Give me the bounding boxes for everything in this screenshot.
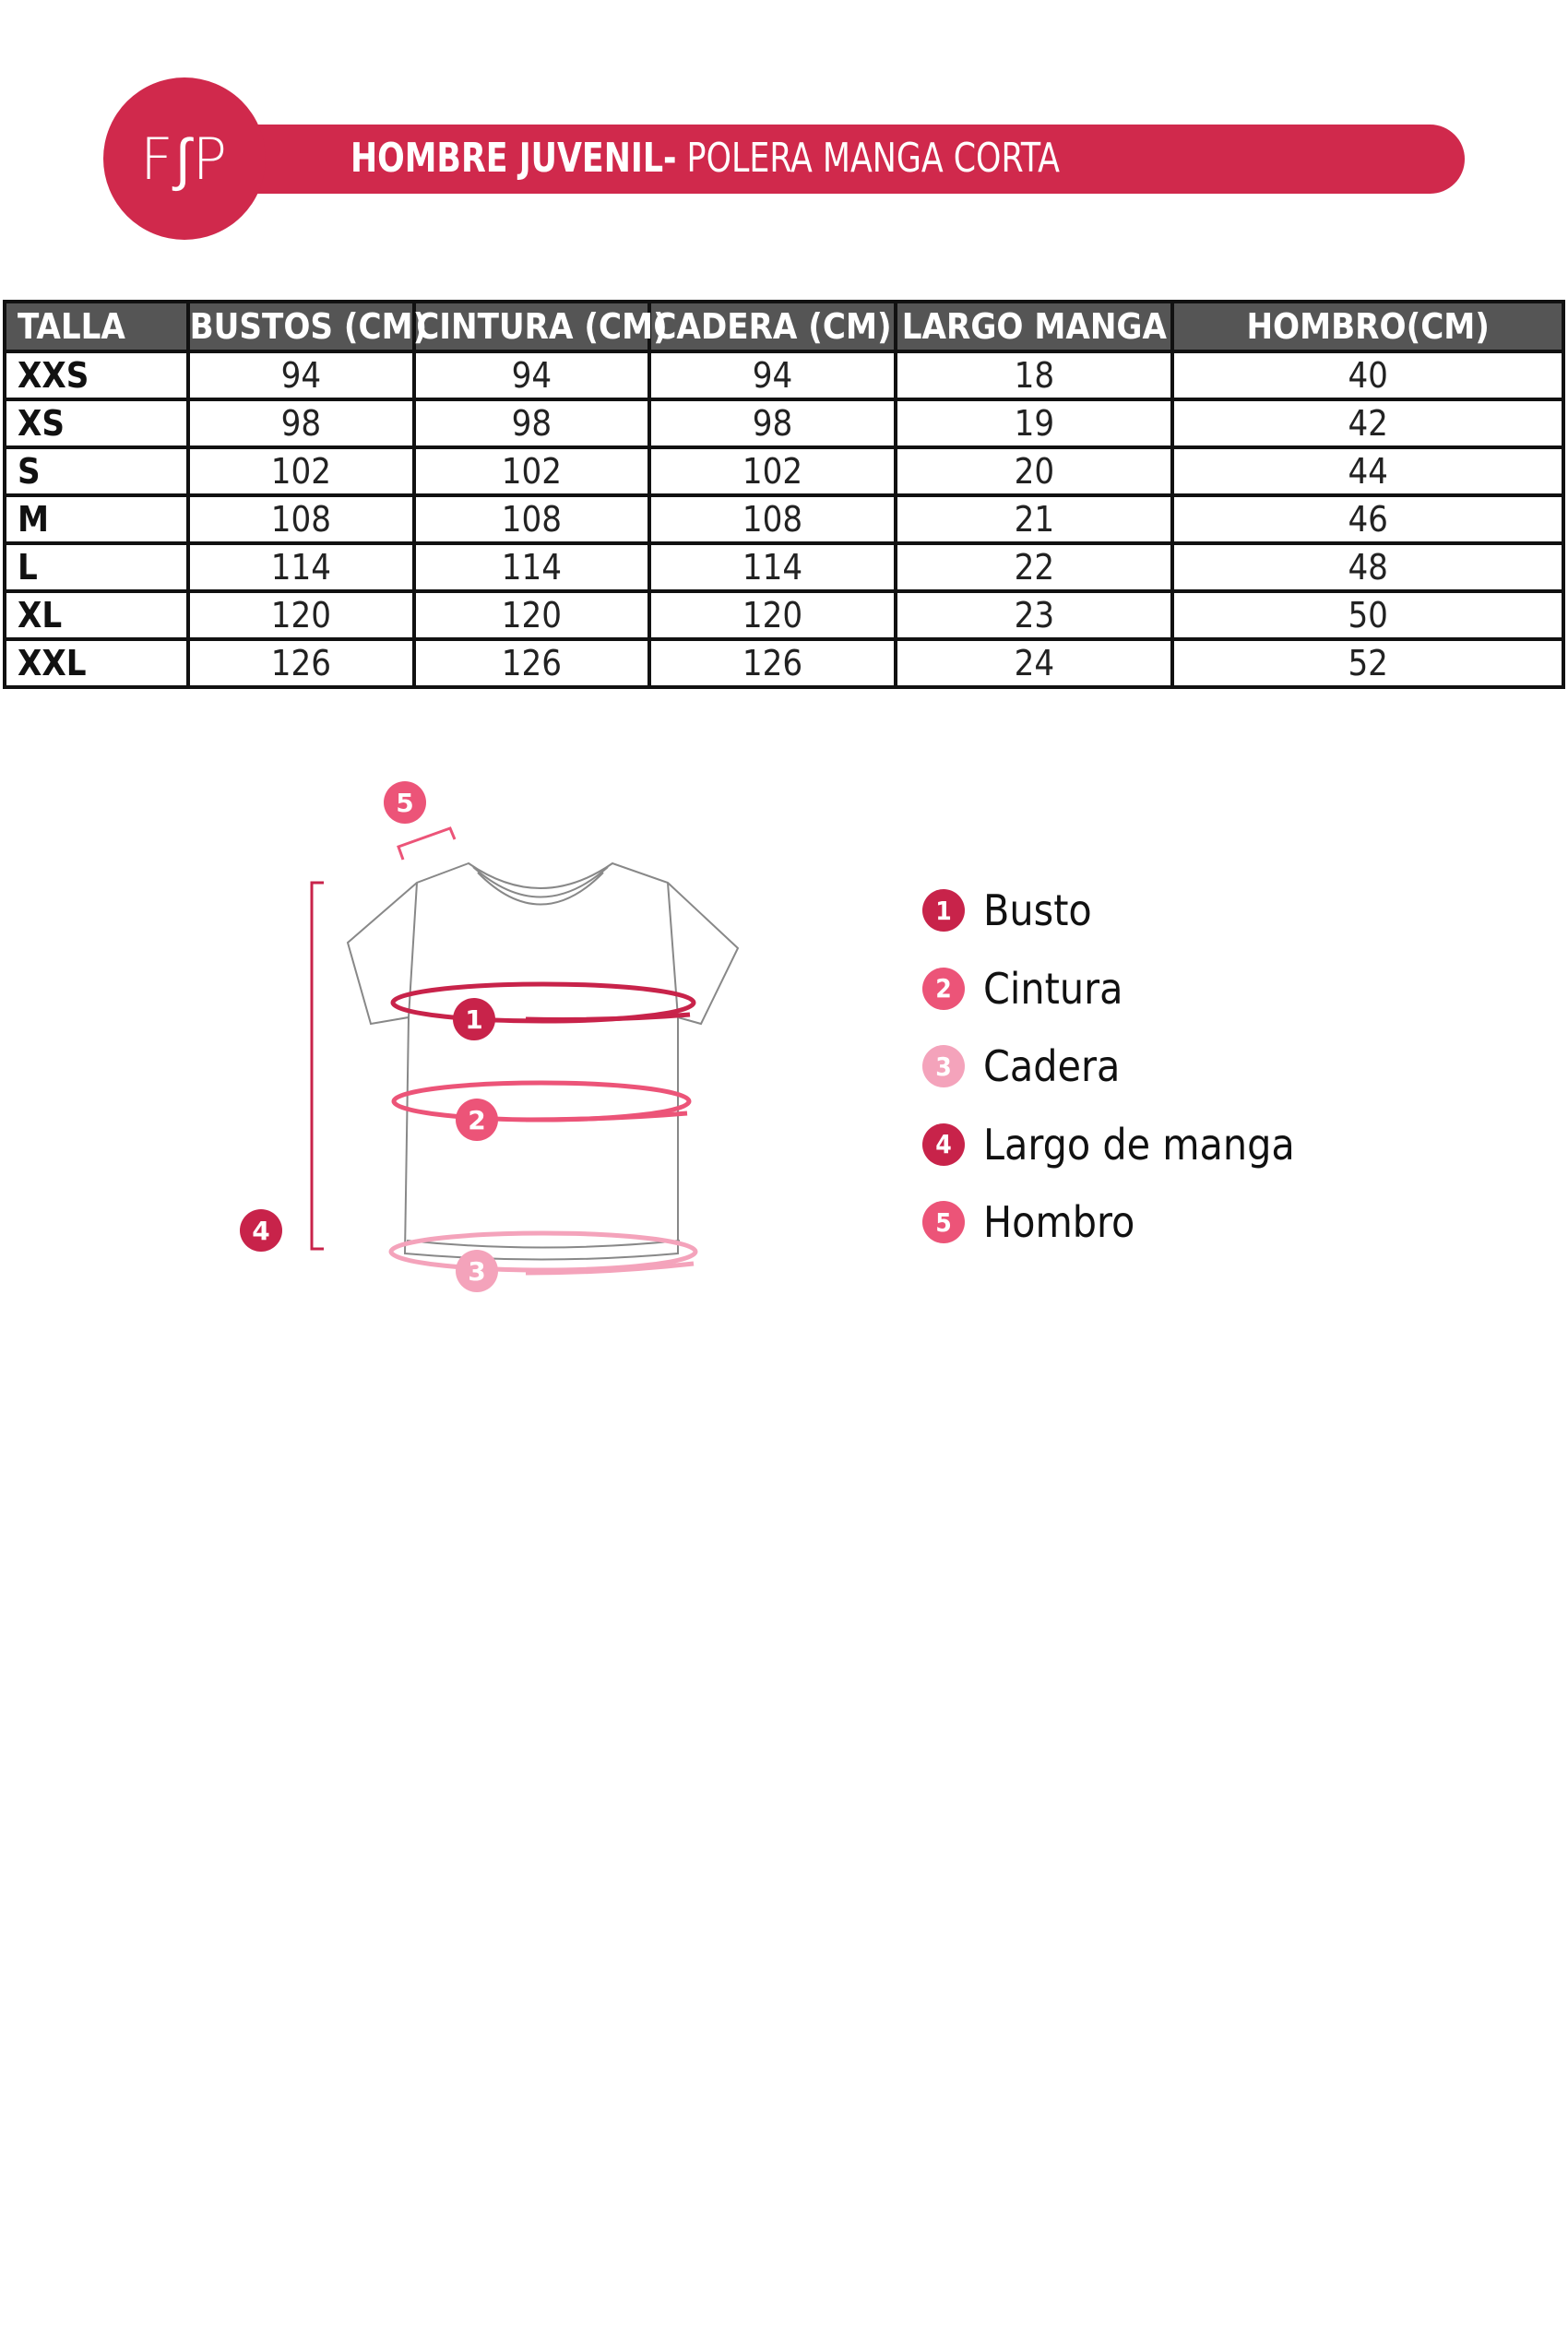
title-light: POLERA MANGA CORTA: [676, 135, 1060, 182]
diagram-badge-number: 1: [465, 1004, 482, 1035]
length-bracket: [310, 881, 324, 1251]
size-label: L: [3, 541, 190, 593]
measurement-cell: 98: [647, 398, 898, 449]
table-row: S 102 102 102 20 44: [3, 445, 1565, 497]
measurement-cell: 20: [894, 445, 1175, 497]
measurement-cell: 44: [1170, 445, 1565, 497]
table-row: XXL 126 126 126 24 52: [3, 637, 1565, 689]
diagram-badge-number: 5: [396, 788, 413, 818]
hip-ring: [388, 1230, 698, 1273]
size-label: M: [3, 493, 190, 545]
number-badge-icon: 3: [922, 1045, 965, 1088]
measurement-cell: 114: [185, 541, 417, 593]
legend-label: Cintura: [983, 963, 1123, 1014]
measurement-cell: 23: [894, 589, 1175, 641]
legend-label: Hombro: [983, 1197, 1135, 1248]
size-table: TALLA BUSTOS (CM) CINTURA (CM) CADERA (CM) L…: [3, 300, 1565, 689]
legend-item: 3 Cadera: [922, 1028, 1295, 1106]
column-header: HOMBRO(CM): [1170, 300, 1565, 353]
table-row: XL 120 120 120 23 50: [3, 589, 1565, 641]
measurement-legend: 1 Busto 2 Cintura 3 Cadera 4 Largo de manga 5 Hom…: [922, 872, 1295, 1262]
measurement-cell: 102: [647, 445, 898, 497]
diagram-badge-number: 3: [468, 1256, 485, 1287]
size-label: S: [3, 445, 190, 497]
size-label: XXS: [3, 350, 190, 401]
table-row: L 114 114 114 22 48: [3, 541, 1565, 593]
measurement-cell: 94: [185, 350, 417, 401]
measurement-cell: 21: [894, 493, 1175, 545]
measurement-cell: 18: [894, 350, 1175, 401]
bust-arrow: [525, 1012, 691, 1022]
measurement-cell: 120: [412, 589, 651, 641]
column-header: CADERA (CM): [647, 300, 898, 353]
measurement-cell: 102: [412, 445, 651, 497]
table-header-row: TALLA BUSTOS (CM) CINTURA (CM) CADERA (CM) L…: [3, 300, 1565, 353]
measurement-cell: 98: [185, 398, 417, 449]
diagram-badge-5: [384, 781, 426, 824]
measurement-cell: 40: [1170, 350, 1565, 401]
size-label: XL: [3, 589, 190, 641]
legend-item: 1 Busto: [922, 872, 1295, 950]
measurement-cell: 50: [1170, 589, 1565, 641]
measurement-cell: 126: [185, 637, 417, 689]
brand-logo: F∫P: [103, 77, 266, 240]
waist-arrow: [525, 1111, 688, 1123]
legend-item: 4 Largo de manga: [922, 1106, 1295, 1184]
hip-arrow: [525, 1261, 695, 1276]
table-row: XS 98 98 98 19 42: [3, 398, 1565, 449]
measurement-cell: 22: [894, 541, 1175, 593]
size-label: XXL: [3, 637, 190, 689]
legend-item: 5 Hombro: [922, 1183, 1295, 1262]
measurement-cell: 120: [647, 589, 898, 641]
number-badge-icon: 5: [922, 1201, 965, 1244]
measurement-cell: 108: [185, 493, 417, 545]
column-header: TALLA: [3, 300, 190, 353]
diagram-badge-number: 4: [252, 1216, 269, 1246]
column-header: BUSTOS (CM): [185, 300, 427, 353]
page-title: HOMBRE JUVENIL- POLERA MANGA CORTA: [350, 135, 1060, 182]
measurement-cell: 108: [412, 493, 651, 545]
title-banner: [184, 125, 1465, 194]
column-header: LARGO MANGA: [894, 300, 1175, 353]
legend-item: 2 Cintura: [922, 950, 1295, 1028]
diagram-badge-number: 2: [468, 1105, 485, 1135]
title-bold: HOMBRE JUVENIL-: [350, 135, 677, 182]
measurement-cell: 94: [647, 350, 898, 401]
diagram-badge-1: [453, 998, 495, 1040]
table-row: M 108 108 108 21 46: [3, 493, 1565, 545]
table-row: XXS 94 94 94 18 40: [3, 350, 1565, 401]
measurement-cell: 98: [412, 398, 651, 449]
measurement-cell: 24: [894, 637, 1175, 689]
measurement-cell: 126: [647, 637, 898, 689]
tshirt-outline: [346, 861, 740, 1261]
diagram-badge-3: [456, 1250, 498, 1292]
column-header: CINTURA (CM): [412, 300, 668, 353]
measurement-cell: 46: [1170, 493, 1565, 545]
legend-label: Largo de manga: [983, 1119, 1295, 1170]
diagram-badge-4: [240, 1209, 282, 1252]
measurement-cell: 102: [185, 445, 417, 497]
logo-text: F∫P: [139, 125, 230, 193]
measurement-cell: 108: [647, 493, 898, 545]
measurement-cell: 42: [1170, 398, 1565, 449]
size-label: XS: [3, 398, 190, 449]
shoulder-bracket: [397, 826, 457, 861]
diagram-badge-2: [456, 1099, 498, 1141]
tshirt-diagram: 1 2 3 4 5: [240, 781, 740, 1292]
measurement-cell: 52: [1170, 637, 1565, 689]
measurement-cell: 19: [894, 398, 1175, 449]
measurement-cell: 114: [647, 541, 898, 593]
number-badge-icon: 2: [922, 967, 965, 1010]
measurement-cell: 126: [412, 637, 651, 689]
measurement-cell: 48: [1170, 541, 1565, 593]
legend-label: Busto: [983, 885, 1092, 936]
number-badge-icon: 4: [922, 1123, 965, 1166]
measurement-cell: 94: [412, 350, 651, 401]
measurement-cell: 120: [185, 589, 417, 641]
number-badge-icon: 1: [922, 889, 965, 932]
legend-label: Cadera: [983, 1041, 1121, 1092]
measurement-cell: 114: [412, 541, 651, 593]
